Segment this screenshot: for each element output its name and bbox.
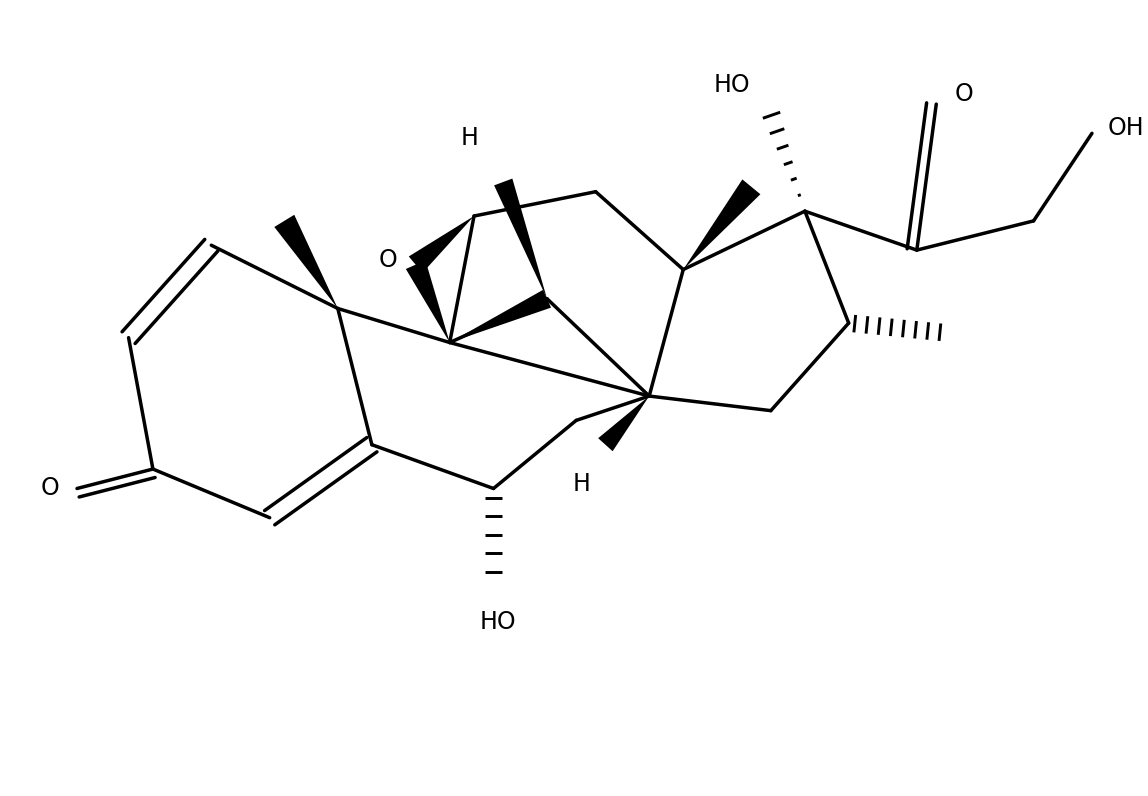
Polygon shape bbox=[598, 396, 650, 451]
Text: OH: OH bbox=[1108, 116, 1145, 140]
Text: O: O bbox=[954, 83, 972, 107]
Text: HO: HO bbox=[480, 611, 517, 634]
Text: H: H bbox=[460, 127, 478, 150]
Polygon shape bbox=[274, 215, 338, 309]
Text: O: O bbox=[379, 248, 397, 271]
Text: O: O bbox=[40, 477, 60, 501]
Polygon shape bbox=[406, 260, 450, 342]
Polygon shape bbox=[494, 178, 546, 298]
Text: H: H bbox=[572, 472, 590, 496]
Polygon shape bbox=[683, 179, 760, 270]
Polygon shape bbox=[409, 216, 474, 273]
Polygon shape bbox=[450, 290, 551, 342]
Text: HO: HO bbox=[714, 72, 751, 96]
